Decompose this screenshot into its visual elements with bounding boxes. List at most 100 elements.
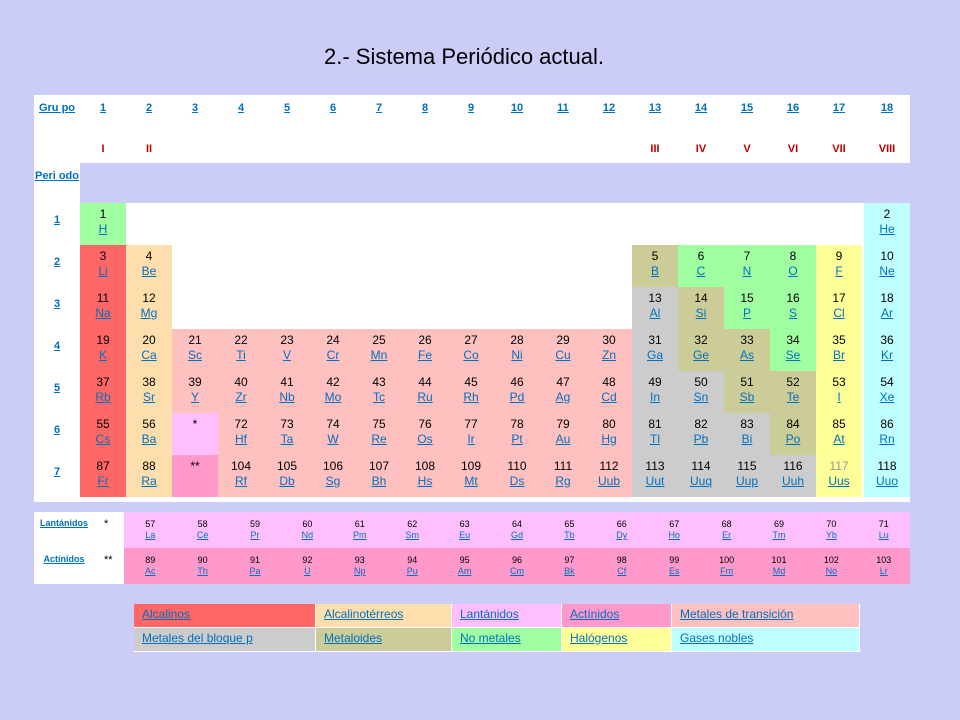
element-symbol[interactable]: Cs: [95, 432, 111, 446]
element-symbol[interactable]: Se: [785, 348, 801, 362]
element-cell[interactable]: 73 Ta: [264, 413, 310, 455]
legend-item[interactable]: Actínidos: [562, 604, 672, 628]
element-symbol[interactable]: Ba: [141, 432, 157, 446]
group-number-6[interactable]: 6: [329, 102, 337, 114]
group-number-8[interactable]: 8: [421, 102, 429, 114]
element-cell[interactable]: 44 Ru: [402, 371, 448, 413]
element-symbol[interactable]: Uup: [735, 474, 758, 488]
legend-item[interactable]: Alcalinos: [134, 604, 316, 628]
element-cell[interactable]: 15 P: [724, 287, 770, 329]
element-symbol[interactable]: Hs: [417, 474, 433, 488]
element-symbol[interactable]: Os: [417, 432, 433, 446]
element-symbol[interactable]: Uuo: [875, 474, 898, 488]
element-symbol[interactable]: Sr: [143, 390, 155, 404]
element-symbol[interactable]: Pt: [511, 432, 523, 446]
element-symbol[interactable]: Kr: [881, 348, 893, 362]
element-cell[interactable]: 26 Fe: [402, 329, 448, 371]
element-symbol[interactable]: Bk: [564, 566, 575, 576]
element-cell[interactable]: 4 Be: [126, 245, 172, 287]
element-symbol[interactable]: La: [145, 530, 156, 540]
group-number-15[interactable]: 15: [740, 102, 754, 114]
element-cell[interactable]: 37 Rb: [80, 371, 126, 413]
element-cell[interactable]: 79 Au: [540, 413, 586, 455]
element-cell[interactable]: 48 Cd: [586, 371, 632, 413]
group-number-3[interactable]: 3: [191, 102, 199, 114]
element-symbol[interactable]: B: [650, 264, 659, 278]
element-symbol[interactable]: W: [327, 432, 339, 446]
element-symbol[interactable]: N: [742, 264, 752, 278]
element-cell[interactable]: 43 Tc: [356, 371, 402, 413]
element-symbol[interactable]: Po: [785, 432, 801, 446]
element-symbol[interactable]: Hg: [601, 432, 617, 446]
element-symbol[interactable]: Br: [833, 348, 845, 362]
element-cell[interactable]: 16 S: [770, 287, 816, 329]
element-cell[interactable]: 85 At: [816, 413, 862, 455]
element-cell[interactable]: 14 Si: [678, 287, 724, 329]
legend-item[interactable]: Metaloides: [316, 628, 452, 652]
group-header-label[interactable]: Gru po: [38, 102, 76, 114]
actinides-label[interactable]: Actínidos: [43, 554, 85, 564]
element-symbol[interactable]: Ra: [141, 474, 157, 488]
lanthanides-element-cell[interactable]: 70 Yb: [805, 512, 858, 548]
group-number-14[interactable]: 14: [694, 102, 708, 114]
element-cell[interactable]: 115 Uup: [724, 455, 770, 497]
element-symbol[interactable]: O: [788, 264, 798, 278]
element-cell[interactable]: 86 Rn: [864, 413, 910, 455]
element-symbol[interactable]: Nb: [279, 390, 295, 404]
element-symbol[interactable]: Rf: [235, 474, 247, 488]
element-symbol[interactable]: Be: [141, 264, 157, 278]
element-cell[interactable]: 53 I: [816, 371, 862, 413]
element-cell[interactable]: 24 Cr: [310, 329, 356, 371]
lanthanides-element-cell[interactable]: 66 Dy: [595, 512, 648, 548]
element-symbol[interactable]: Au: [555, 432, 571, 446]
element-cell[interactable]: 21 Sc: [172, 329, 218, 371]
element-symbol[interactable]: Ca: [141, 348, 157, 362]
element-symbol[interactable]: Tl: [650, 432, 660, 446]
lanthanides-element-cell[interactable]: 60 Nd: [281, 512, 334, 548]
period-header-label[interactable]: Peri odo: [34, 170, 79, 182]
element-symbol[interactable]: Mo: [324, 390, 342, 404]
element-symbol[interactable]: Si: [695, 306, 707, 320]
element-symbol[interactable]: Co: [463, 348, 479, 362]
element-symbol[interactable]: Uuh: [781, 474, 804, 488]
element-symbol[interactable]: U: [304, 566, 311, 576]
actinides-element-cell[interactable]: 96 Cm: [490, 548, 544, 584]
element-symbol[interactable]: Ta: [280, 432, 294, 446]
element-symbol[interactable]: Th: [197, 566, 208, 576]
group-number-18[interactable]: 18: [880, 102, 894, 114]
element-cell[interactable]: 3 Li: [80, 245, 126, 287]
group-number-16[interactable]: 16: [786, 102, 800, 114]
element-cell[interactable]: 83 Bi: [724, 413, 770, 455]
element-cell[interactable]: 116 Uuh: [770, 455, 816, 497]
element-symbol[interactable]: At: [833, 432, 845, 446]
legend-item[interactable]: Halógenos: [562, 628, 672, 652]
element-symbol[interactable]: Uub: [597, 474, 620, 488]
element-symbol[interactable]: In: [649, 390, 660, 404]
element-cell[interactable]: 19 K: [80, 329, 126, 371]
element-symbol[interactable]: Lr: [879, 566, 888, 576]
legend-item[interactable]: No metales: [452, 628, 562, 652]
element-symbol[interactable]: Uut: [645, 474, 665, 488]
lanthanides-element-cell[interactable]: 67 Ho: [648, 512, 701, 548]
actinides-element-cell[interactable]: 97 Bk: [543, 548, 596, 584]
element-symbol[interactable]: S: [788, 306, 797, 320]
actinides-element-cell[interactable]: 92 U: [281, 548, 334, 584]
element-symbol[interactable]: Pr: [250, 530, 260, 540]
element-symbol[interactable]: Fr: [97, 474, 109, 488]
element-symbol[interactable]: Tm: [772, 530, 786, 540]
actinides-element-cell[interactable]: 91 Pa: [228, 548, 282, 584]
element-symbol[interactable]: Sm: [405, 530, 419, 540]
group-number-7[interactable]: 7: [375, 102, 383, 114]
element-symbol[interactable]: Ge: [692, 348, 709, 362]
actinides-element-cell[interactable]: 103 Lr: [857, 548, 910, 584]
element-cell[interactable]: 34 Se: [770, 329, 816, 371]
actinides-element-cell[interactable]: 95 Am: [438, 548, 491, 584]
element-symbol[interactable]: Xe: [879, 390, 895, 404]
lanthanides-element-cell[interactable]: 69 Tm: [752, 512, 806, 548]
lanthanides-element-cell[interactable]: 59 Pr: [228, 512, 282, 548]
element-cell[interactable]: 36 Kr: [864, 329, 910, 371]
element-cell[interactable]: 50 Sn: [678, 371, 724, 413]
